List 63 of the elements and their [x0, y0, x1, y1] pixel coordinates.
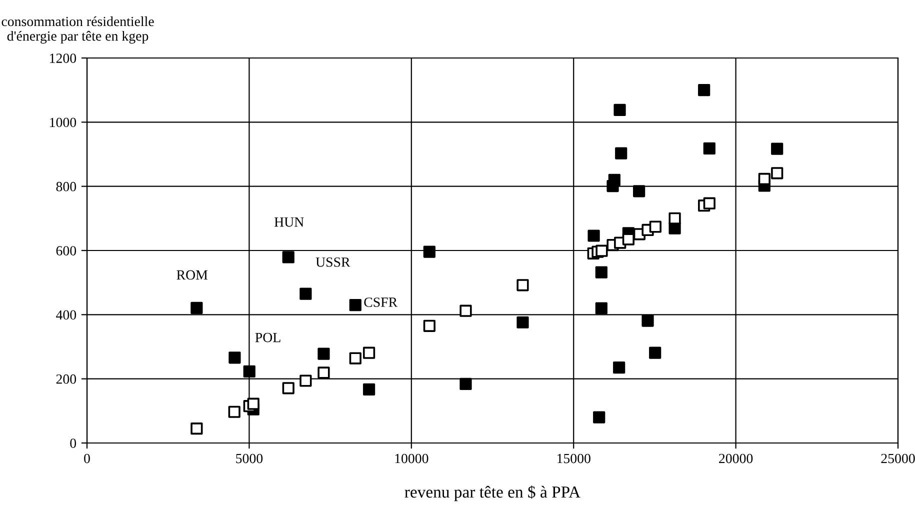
- x-axis-title: revenu par tête en $ à PPA: [404, 485, 580, 502]
- point: [423, 320, 436, 332]
- point: [516, 279, 529, 292]
- point: [615, 147, 628, 160]
- point: [228, 406, 240, 418]
- point: [460, 304, 472, 317]
- point: [460, 378, 472, 390]
- y-tick-label: 800: [56, 182, 76, 192]
- point: [595, 302, 608, 314]
- point: [668, 212, 681, 224]
- point: [588, 230, 600, 242]
- point: [622, 233, 634, 246]
- point: [349, 352, 362, 364]
- y-tick-label: 200: [56, 374, 76, 384]
- point: [595, 266, 608, 278]
- point: [698, 84, 710, 96]
- y-tick-label: 1000: [50, 118, 76, 128]
- annotation: USSR: [316, 257, 350, 267]
- point: [423, 246, 436, 258]
- annotation: HUN: [274, 217, 304, 227]
- point: [593, 411, 606, 424]
- point: [649, 346, 662, 359]
- point: [282, 382, 294, 394]
- x-tick-label: 5000: [236, 454, 263, 464]
- x-tick-label: 25000: [881, 454, 915, 464]
- point: [362, 346, 376, 359]
- x-tick-label: 15000: [557, 454, 590, 464]
- y-tick-label: 1200: [50, 54, 76, 63]
- point: [642, 314, 654, 327]
- y-axis-title: consommation résidentielle d'énergie par tête en kgep: [2, 16, 154, 44]
- point: [362, 383, 376, 396]
- annotation: CSFR: [364, 298, 398, 307]
- point: [243, 365, 256, 378]
- point: [649, 220, 662, 233]
- point: [318, 366, 330, 379]
- point: [300, 374, 312, 387]
- annotation: ROM: [176, 270, 208, 280]
- point: [614, 104, 626, 116]
- point: [282, 251, 294, 264]
- point: [349, 298, 362, 312]
- point: [703, 197, 716, 210]
- point: [596, 244, 608, 257]
- point: [771, 167, 784, 180]
- point: [247, 398, 260, 410]
- x-tick-label: 20000: [719, 454, 753, 464]
- x-tick-label: 10000: [395, 454, 428, 464]
- point: [633, 185, 646, 198]
- point: [228, 352, 241, 364]
- point: [703, 142, 716, 155]
- point: [613, 362, 626, 374]
- x-tick-label: 0: [84, 454, 90, 464]
- point: [190, 422, 203, 435]
- point: [318, 348, 330, 360]
- point: [516, 316, 529, 328]
- point: [771, 142, 784, 155]
- annotation: POL: [255, 332, 280, 342]
- point: [300, 288, 312, 300]
- y-tick-label: 0: [70, 438, 76, 448]
- point: [758, 172, 770, 186]
- point: [190, 302, 203, 314]
- point: [606, 180, 619, 192]
- y-tick-label: 400: [56, 310, 76, 320]
- y-tick-label: 600: [56, 246, 76, 256]
